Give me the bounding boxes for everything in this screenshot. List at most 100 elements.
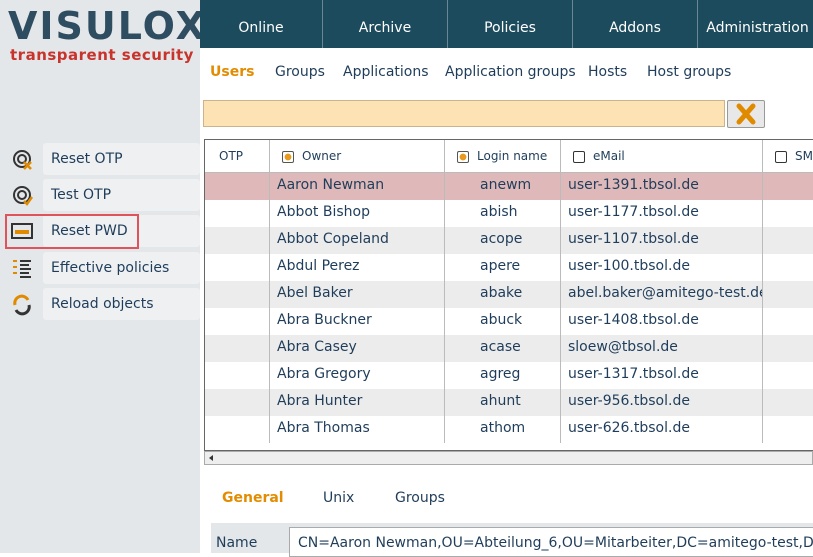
empty-cell xyxy=(763,281,813,308)
clear-icon xyxy=(736,103,756,125)
nav-tab[interactable]: Addons xyxy=(573,0,698,48)
sidebar-icon xyxy=(11,148,35,176)
empty-cell xyxy=(763,416,813,443)
table-row[interactable]: Abel Baker abake abel.baker@amitego-test.d… xyxy=(205,281,813,308)
icon xyxy=(13,150,32,170)
column-header[interactable]: Owner xyxy=(270,140,445,173)
logo-tagline: transparent security xyxy=(10,46,194,64)
empty-cell xyxy=(205,335,270,362)
table-cell: Abra Thomas xyxy=(270,416,445,443)
table-row[interactable]: Abbot Bishop abish user-1177.tbsol.de xyxy=(205,200,813,227)
table-row[interactable]: Abra Thomas athom user-626.tbsol.de xyxy=(205,416,813,443)
sub-tab[interactable]: Application groups xyxy=(445,64,576,80)
table-cell: agreg xyxy=(445,362,561,389)
scroll-left xyxy=(209,455,213,461)
column-header[interactable]: eMail xyxy=(561,140,763,173)
sidebar-item[interactable]: Test OTP xyxy=(43,179,200,211)
table-row[interactable]: Abra Hunter ahunt user-956.tbsol.de xyxy=(205,389,813,416)
table-cell: user-1177.tbsol.de xyxy=(561,200,763,227)
table-cell: user-626.tbsol.de xyxy=(561,416,763,443)
sidebar: VISULOX transparent security Reset OTP Te… xyxy=(0,0,205,553)
table-row[interactable]: Abra Casey acase sloew@tbsol.de xyxy=(205,335,813,362)
header-text: Login name xyxy=(477,149,548,163)
table-cell: abuck xyxy=(445,308,561,335)
empty-cell xyxy=(205,281,270,308)
empty-cell xyxy=(763,308,813,335)
highlight-box xyxy=(5,214,139,249)
column-header[interactable]: OTP xyxy=(205,140,270,173)
header-text: SM xyxy=(795,149,813,163)
empty-cell xyxy=(763,389,813,416)
table-cell: user-956.tbsol.de xyxy=(561,389,763,416)
icon xyxy=(13,260,31,278)
icon xyxy=(11,223,33,239)
table-row[interactable]: Abra Buckner abuck user-1408.tbsol.de xyxy=(205,308,813,335)
field-value[interactable]: CN=Aaron Newman,OU=Abteilung_6,OU=Mitarb… xyxy=(289,527,813,557)
table-cell: abake xyxy=(445,281,561,308)
sidebar-item[interactable]: Reset PWD xyxy=(43,215,200,247)
table-cell: Abra Buckner xyxy=(270,308,445,335)
scrollbar[interactable] xyxy=(204,451,813,465)
table-cell: Abbot Bishop xyxy=(270,200,445,227)
checkbox[interactable] xyxy=(775,151,787,163)
sub-tab[interactable]: Applications xyxy=(343,64,429,80)
clear-button[interactable] xyxy=(727,100,765,128)
nav-tab[interactable]: Archive xyxy=(323,0,448,48)
table-row[interactable]: Abdul Perez apere user-100.tbsol.de xyxy=(205,254,813,281)
sidebar-item[interactable]: Effective policies xyxy=(43,252,200,284)
detail-tab[interactable]: General xyxy=(222,490,284,506)
table-cell: user-1317.tbsol.de xyxy=(561,362,763,389)
table-cell: sloew@tbsol.de xyxy=(561,335,763,362)
empty-cell xyxy=(205,416,270,443)
table-cell: Abra Hunter xyxy=(270,389,445,416)
empty-cell xyxy=(205,227,270,254)
checkbox[interactable] xyxy=(457,151,469,163)
empty-cell xyxy=(205,173,270,200)
nav-tab[interactable]: Policies xyxy=(448,0,573,48)
header-text: eMail xyxy=(593,149,625,163)
table-cell: user-100.tbsol.de xyxy=(561,254,763,281)
nav-tab[interactable]: Administration xyxy=(698,0,813,48)
table-cell: abish xyxy=(445,200,561,227)
sidebar-icon xyxy=(11,184,35,212)
table-cell: Abdul Perez xyxy=(270,254,445,281)
column-header[interactable]: Login name xyxy=(445,140,561,173)
table-row[interactable]: Abra Gregory agreg user-1317.tbsol.de xyxy=(205,362,813,389)
table-cell: anewm xyxy=(445,173,561,200)
sidebar-item[interactable]: Reset OTP xyxy=(43,143,200,175)
sub-tab[interactable]: Groups xyxy=(275,64,325,80)
column-header[interactable]: SM xyxy=(763,140,813,173)
sidebar-icon xyxy=(11,293,35,321)
nav-tab[interactable]: Online xyxy=(200,0,323,48)
sub-tab[interactable]: Host groups xyxy=(647,64,732,80)
table-cell: ahunt xyxy=(445,389,561,416)
checkbox[interactable] xyxy=(282,151,294,163)
table-row[interactable]: Abbot Copeland acope user-1107.tbsol.de xyxy=(205,227,813,254)
top-nav: Online Archive Policies Addons Administratio… xyxy=(200,0,813,48)
icon xyxy=(13,294,31,316)
user-table: OTP Owner Login name eMail SM Aaron Newman ane… xyxy=(204,139,813,451)
empty-cell xyxy=(763,227,813,254)
sidebar-item[interactable]: Reload objects xyxy=(43,288,200,320)
table-cell: user-1391.tbsol.de xyxy=(561,173,763,200)
table-cell: athom xyxy=(445,416,561,443)
table-cell: apere xyxy=(445,254,561,281)
sidebar-icon xyxy=(11,257,35,285)
empty-cell xyxy=(205,389,270,416)
empty-cell xyxy=(205,200,270,227)
table-row[interactable]: Aaron Newman anewm user-1391.tbsol.de xyxy=(205,173,813,200)
table-cell: Abra Gregory xyxy=(270,362,445,389)
detail-tab[interactable]: Groups xyxy=(395,490,445,506)
table-cell: Aaron Newman xyxy=(270,173,445,200)
checkbox[interactable] xyxy=(573,151,585,163)
detail-tab[interactable]: Unix xyxy=(323,490,355,506)
icon xyxy=(13,186,34,206)
empty-cell xyxy=(205,362,270,389)
table-cell: user-1107.tbsol.de xyxy=(561,227,763,254)
sub-tab[interactable]: Users xyxy=(210,64,255,80)
sub-tab[interactable]: Hosts xyxy=(588,64,628,80)
empty-cell xyxy=(763,254,813,281)
table-cell: Abel Baker xyxy=(270,281,445,308)
header-text: OTP xyxy=(219,149,244,163)
search-input[interactable] xyxy=(203,100,725,127)
